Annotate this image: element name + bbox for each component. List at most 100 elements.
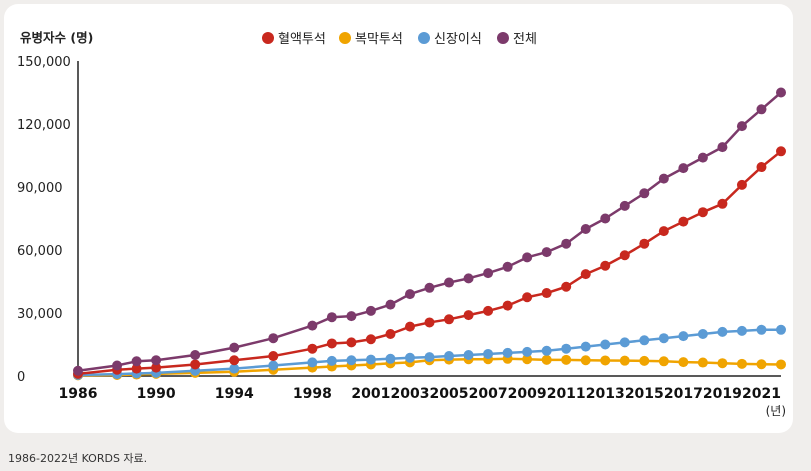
- x-tick-label: 1998: [293, 386, 332, 402]
- x-axis-unit: (년): [766, 404, 786, 418]
- x-tick-label: 2007: [469, 386, 508, 402]
- data-point: [307, 357, 318, 368]
- data-point: [756, 162, 767, 173]
- data-point: [776, 146, 786, 157]
- data-point: [365, 305, 376, 316]
- data-point: [658, 356, 669, 367]
- x-tick-label: 2013: [586, 386, 625, 402]
- x-tick-label: 2015: [625, 386, 664, 402]
- y-tick-label: 0: [17, 370, 25, 385]
- data-point: [131, 356, 142, 367]
- data-point: [229, 363, 240, 374]
- data-point: [307, 320, 318, 331]
- data-point: [541, 288, 552, 299]
- data-point: [424, 317, 435, 328]
- data-point: [483, 305, 494, 316]
- data-point: [639, 355, 650, 366]
- data-point: [151, 355, 162, 366]
- data-point: [502, 261, 513, 272]
- data-point: [268, 360, 279, 371]
- data-point: [619, 355, 630, 366]
- data-point: [112, 360, 123, 371]
- x-tick-label: 2011: [547, 386, 586, 402]
- data-point: [522, 292, 533, 303]
- data-point: [541, 247, 552, 258]
- data-point: [580, 355, 591, 366]
- data-point: [444, 277, 455, 288]
- data-point: [522, 354, 533, 365]
- legend-marker: [418, 32, 430, 44]
- data-point: [268, 333, 279, 344]
- data-point: [346, 355, 357, 366]
- series-line: [77, 91, 782, 372]
- y-tick-label: 90,000: [17, 181, 63, 196]
- data-point: [619, 337, 630, 348]
- legend-marker: [262, 32, 274, 44]
- data-point: [385, 329, 396, 339]
- data-point: [619, 250, 630, 261]
- data-point: [639, 335, 650, 346]
- legend-marker: [339, 32, 351, 44]
- data-point: [736, 179, 747, 190]
- x-tick-label: 1990: [137, 386, 176, 402]
- data-point: [639, 188, 650, 199]
- data-point: [580, 269, 591, 280]
- x-tick-label: 1994: [215, 386, 254, 402]
- data-point: [580, 341, 591, 352]
- x-tick-label: 2009: [508, 386, 547, 402]
- data-point: [346, 311, 357, 322]
- data-point: [697, 329, 708, 339]
- data-point: [483, 348, 494, 359]
- data-point: [756, 104, 767, 115]
- series-line: [77, 150, 782, 376]
- data-point: [307, 343, 318, 354]
- data-point: [190, 359, 201, 370]
- data-point: [522, 252, 533, 263]
- legend-label: 혈액투석: [278, 32, 326, 47]
- data-point: [522, 346, 533, 357]
- source-caption: 1986-2022년 KORDS 자료.: [8, 452, 148, 465]
- y-axis-title: 유병자수 (명): [20, 30, 93, 45]
- data-point: [658, 173, 669, 184]
- data-point: [424, 282, 435, 293]
- data-point: [600, 355, 611, 366]
- data-point: [463, 350, 474, 360]
- x-tick-label: 1986: [59, 386, 98, 402]
- data-point: [678, 163, 689, 174]
- data-point: [483, 268, 494, 279]
- data-point: [736, 121, 747, 132]
- data-point: [600, 260, 611, 271]
- data-point: [561, 238, 572, 249]
- data-point: [717, 358, 728, 369]
- y-tick-label: 30,000: [17, 307, 63, 322]
- data-point: [697, 357, 708, 368]
- data-point: [404, 352, 415, 363]
- data-point: [600, 339, 611, 350]
- data-point: [541, 345, 552, 356]
- data-point: [561, 354, 572, 365]
- data-point: [404, 289, 415, 300]
- x-tick-label: 2001: [351, 386, 390, 402]
- data-point: [658, 333, 669, 344]
- data-point: [658, 226, 669, 237]
- data-point: [678, 357, 689, 368]
- data-point: [756, 324, 767, 335]
- x-tick-label: 2021: [742, 386, 781, 402]
- y-tick-label: 120,000: [17, 118, 71, 133]
- data-point: [717, 198, 728, 209]
- x-tick-label: 2005: [430, 386, 469, 402]
- data-point: [776, 359, 786, 370]
- data-point: [229, 342, 240, 353]
- data-point: [444, 314, 455, 325]
- data-point: [502, 347, 513, 358]
- data-point: [346, 337, 357, 348]
- legend-label: 신장이식: [434, 32, 482, 47]
- legend-label: 복막투석: [355, 32, 403, 47]
- data-point: [561, 343, 572, 354]
- data-point: [736, 325, 747, 336]
- data-point: [463, 273, 474, 284]
- data-point: [326, 355, 337, 366]
- x-tick-label: 2017: [664, 386, 703, 402]
- data-point: [444, 351, 455, 362]
